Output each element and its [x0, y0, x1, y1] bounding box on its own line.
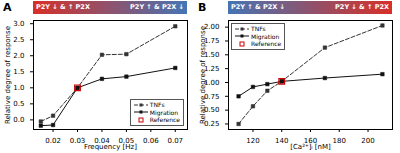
- html-text:P2Y ↓ & ↑ P2X: P2Y ↓ & ↑ P2X: [335, 3, 389, 11]
- svg-text:200: 200: [361, 137, 374, 145]
- html-text:Reference: Reference: [251, 40, 282, 47]
- html-text:P2Y ↑ & P2X ↓: P2Y ↑ & P2X ↓: [130, 3, 184, 11]
- html-text:Reference: Reference: [149, 116, 180, 123]
- html-text:TNFs: TNFs: [149, 101, 165, 108]
- html-text:Migration: Migration: [251, 32, 280, 40]
- svg-text:1.75: 1.75: [203, 37, 220, 46]
- html-text:A: A: [3, 1, 12, 14]
- svg-text:1.50: 1.50: [203, 51, 220, 59]
- svg-text:3.0: 3.0: [13, 20, 24, 28]
- svg-text:0.5: 0.5: [13, 100, 24, 108]
- svg-text:2.0: 2.0: [13, 52, 24, 60]
- svg-text:0.0: 0.0: [13, 116, 24, 124]
- html-text:P2Y ↑ & P2X ↓: P2Y ↑ & P2X ↓: [231, 3, 285, 11]
- svg-text:1.25: 1.25: [203, 64, 220, 73]
- svg-text:1.0: 1.0: [13, 84, 24, 92]
- html-text:TNFs: TNFs: [251, 25, 266, 32]
- svg-text:[Ca²⁺]ᵢ [nM]: [Ca²⁺]ᵢ [nM]: [290, 143, 331, 151]
- svg-text:0.06: 0.06: [143, 137, 159, 145]
- svg-text:Relative degree of response: Relative degree of response: [199, 26, 207, 124]
- svg-text:1.5: 1.5: [13, 68, 24, 76]
- svg-text:Relative degree of response: Relative degree of response: [4, 26, 12, 124]
- svg-text:0.25: 0.25: [203, 120, 220, 129]
- svg-text:0.04: 0.04: [94, 137, 110, 146]
- html-text:Migration: Migration: [149, 108, 179, 116]
- svg-text:1.00: 1.00: [203, 78, 220, 87]
- svg-text:2.00: 2.00: [203, 23, 220, 32]
- svg-text:Frequency [Hz]: Frequency [Hz]: [84, 143, 137, 151]
- svg-text:0.07: 0.07: [167, 137, 183, 145]
- svg-text:0.05: 0.05: [118, 137, 135, 146]
- svg-text:160: 160: [303, 137, 318, 146]
- svg-text:140: 140: [275, 137, 288, 145]
- svg-text:0.75: 0.75: [203, 92, 220, 101]
- svg-text:120: 120: [246, 137, 259, 145]
- svg-text:0.50: 0.50: [203, 106, 220, 115]
- svg-text:2.5: 2.5: [13, 36, 24, 44]
- html-text:B: B: [198, 1, 207, 14]
- svg-text:180: 180: [333, 137, 346, 145]
- svg-text:0.03: 0.03: [70, 137, 86, 145]
- html-text:P2Y ↓ & ↑ P2X: P2Y ↓ & ↑ P2X: [36, 3, 90, 11]
- svg-text:0.02: 0.02: [45, 137, 61, 145]
